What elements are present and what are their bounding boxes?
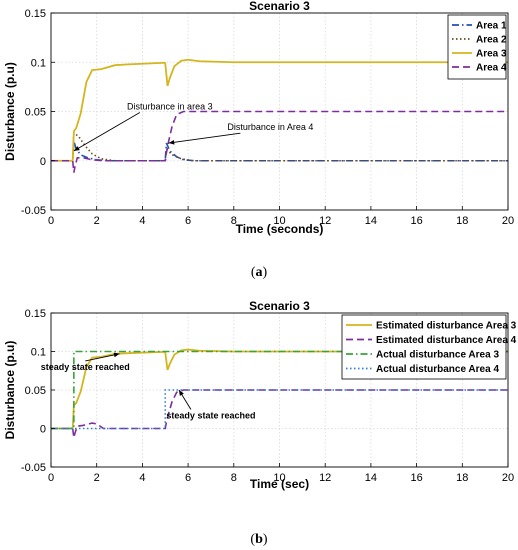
series-line-3 xyxy=(51,58,508,162)
x-tick-label: 16 xyxy=(410,215,422,227)
x-tick-label: 12 xyxy=(319,215,331,227)
x-tick-label: 16 xyxy=(410,472,422,484)
x-tick-label: 20 xyxy=(502,472,514,484)
y-tick-label: 0.1 xyxy=(31,57,46,69)
series-group xyxy=(51,348,508,438)
series-line-3 xyxy=(51,350,508,430)
x-tick-label: 10 xyxy=(273,215,285,227)
legend-label-1: Area 1 xyxy=(476,21,507,32)
caption-a: (a) xyxy=(251,265,268,280)
y-tick-label: 0.15 xyxy=(25,308,46,320)
annotation-text-2: Disturbance in Area 4 xyxy=(227,122,313,132)
chart-b: 0 2 4 6 8 10 12 14 16 18 20-0.0500.050.10.15Scenar… xyxy=(3,299,517,491)
y-axis-label: Disturbance (p.u) xyxy=(3,62,17,161)
caption-a-letter: a xyxy=(256,265,263,280)
chart-a: 0 2 4 6 8 10 12 14 16 18 20-0.0500.050.10.15Scenar… xyxy=(3,0,514,236)
annotation-text-1: Disturbance in area 3 xyxy=(127,102,213,112)
series-line-2 xyxy=(51,131,508,162)
legend-label-3: Area 3 xyxy=(476,49,507,60)
series-line-4 xyxy=(51,110,508,173)
x-tick-label: 2 xyxy=(94,215,100,227)
annotation-arrowhead-1 xyxy=(113,352,120,358)
legend-label-4: Area 4 xyxy=(476,63,507,74)
x-tick-label: 0 xyxy=(48,215,54,227)
annotation-arrowhead-2 xyxy=(168,139,175,145)
x-axis-label: Time (sec) xyxy=(250,477,309,491)
x-tick-label: 0 xyxy=(48,472,54,484)
series-line-1 xyxy=(51,140,508,162)
caption-b-letter: b xyxy=(255,532,263,547)
y-tick-label: 0.1 xyxy=(31,347,46,359)
annotation-text-1: steady state reached xyxy=(41,362,130,372)
legend-label-4: Actual disturbance Area 4 xyxy=(376,364,499,375)
y-tick-label: -0.05 xyxy=(21,462,46,474)
x-tick-label: 14 xyxy=(365,472,377,484)
chart-title: Scenario 3 xyxy=(249,299,310,313)
x-tick-label: 12 xyxy=(319,472,331,484)
annotation-arrow-1 xyxy=(73,112,141,152)
legend-label-1: Estimated disturbance Area 3 xyxy=(376,321,517,332)
x-tick-label: 6 xyxy=(185,472,191,484)
y-tick-label: -0.05 xyxy=(21,205,46,217)
legend-label-2: Area 2 xyxy=(476,35,507,46)
annotation-text-2: steady state reached xyxy=(166,410,255,420)
caption-b: (b) xyxy=(250,532,267,547)
x-tick-label: 20 xyxy=(502,215,514,227)
x-tick-label: 14 xyxy=(365,215,377,227)
x-tick-label: 8 xyxy=(231,472,237,484)
x-tick-label: 6 xyxy=(185,215,191,227)
x-tick-label: 18 xyxy=(456,472,468,484)
annotation-arrowhead-1 xyxy=(73,146,80,151)
series-group xyxy=(51,58,508,173)
y-axis-label: Disturbance (p.u) xyxy=(3,341,17,440)
chart-title: Scenario 3 xyxy=(249,0,310,13)
y-tick-label: 0.05 xyxy=(25,385,46,397)
y-tick-label: 0.05 xyxy=(25,107,46,119)
legend: Estimated disturbance Area 3 Estimated di… xyxy=(341,314,517,380)
x-tick-label: 18 xyxy=(456,215,468,227)
x-tick-label: 2 xyxy=(94,472,100,484)
legend: Area 1 Area 2 Area 3 Area 4 xyxy=(447,14,507,80)
annotation-arrow-1 xyxy=(85,353,120,362)
legend-label-3: Actual disturbance Area 3 xyxy=(376,350,499,361)
y-tick-label: 0 xyxy=(40,156,46,168)
annotation-arrow-2 xyxy=(168,132,241,144)
x-axis-label: Time (seconds) xyxy=(236,222,324,236)
y-tick-label: 0 xyxy=(40,424,46,436)
annotation-arrowhead-2 xyxy=(178,390,184,396)
x-tick-label: 4 xyxy=(139,472,145,484)
y-tick-label: 0.15 xyxy=(25,8,46,20)
x-tick-label: 10 xyxy=(273,472,285,484)
x-tick-label: 8 xyxy=(231,215,237,227)
legend-label-2: Estimated disturbance Area 4 xyxy=(376,335,517,346)
x-tick-label: 4 xyxy=(139,215,145,227)
series-line-4 xyxy=(51,389,508,430)
